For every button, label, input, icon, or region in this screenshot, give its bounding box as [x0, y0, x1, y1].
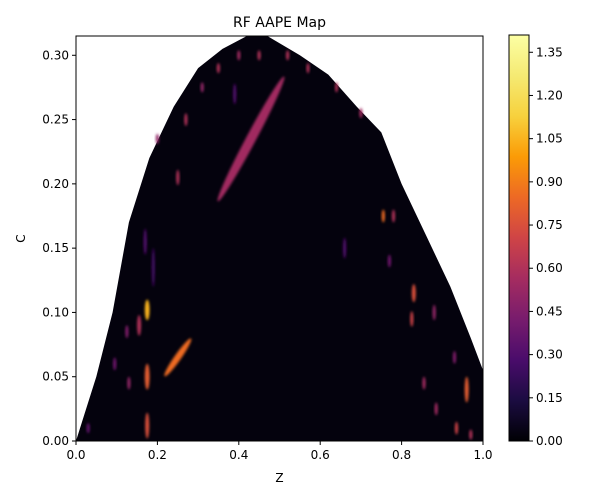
hotspot-7 — [113, 357, 117, 371]
hotspot-36 — [86, 423, 90, 434]
hotspot-2 — [144, 299, 150, 321]
colorbar-tick-label-2: 0.30 — [536, 348, 563, 362]
hotspot-31 — [233, 83, 237, 105]
x-tick-label-2: 0.4 — [229, 448, 248, 462]
colorbar-tick-label-4: 0.60 — [536, 261, 563, 275]
hotspot-6 — [125, 325, 129, 339]
hotspot-8 — [127, 376, 131, 390]
hotspot-20 — [452, 351, 457, 364]
plot-area — [76, 36, 483, 441]
colorbar-tick-label-0: 0.00 — [536, 434, 563, 448]
colorbar-tick-label-8: 1.20 — [536, 88, 563, 102]
data-region — [76, 36, 483, 441]
x-tick-label-0: 0.0 — [66, 448, 85, 462]
colorbar — [508, 34, 530, 442]
hotspot-9 — [143, 228, 147, 255]
colorbar-tick-label-6: 0.90 — [536, 175, 563, 189]
hotspot-33 — [343, 237, 347, 259]
hotspot-13 — [200, 82, 204, 93]
y-tick-label-3: 0.15 — [42, 241, 69, 255]
y-tick-label-2: 0.10 — [42, 305, 69, 319]
y-tick-label-1: 0.05 — [42, 370, 69, 384]
colorbar-axis: 0.00 0.15 0.30 0.45 0.60 0.75 0.90 1.05 1.20 1.35 — [529, 45, 563, 448]
hotspot-34 — [434, 402, 438, 416]
hotspot-10 — [151, 248, 155, 287]
colorbar-tick-label-7: 1.05 — [536, 132, 563, 146]
y-axis-label: C — [14, 234, 28, 242]
hotspot-22 — [454, 421, 459, 435]
hotspot-30 — [155, 133, 159, 144]
y-axis: 0.00 0.05 0.10 0.15 0.20 0.25 0.30 — [42, 48, 76, 448]
chart-title: RF AAPE Map — [233, 15, 326, 31]
hotspot-26 — [286, 50, 290, 61]
hotspot-14 — [381, 209, 385, 223]
hotspot-32 — [387, 254, 391, 268]
hotspot-28 — [237, 50, 241, 61]
hotspot-18 — [432, 304, 436, 321]
y-tick-label-4: 0.20 — [42, 177, 69, 191]
hotspot-12 — [184, 113, 188, 126]
x-tick-label-5: 1.0 — [473, 448, 492, 462]
y-tick-label-0: 0.00 — [42, 434, 69, 448]
x-tick-label-4: 0.8 — [392, 448, 411, 462]
hotspot-24 — [335, 82, 338, 93]
hotspot-5 — [137, 315, 142, 336]
x-tick-label-3: 0.6 — [311, 448, 330, 462]
hotspot-25 — [306, 63, 310, 74]
colorbar-tick-label-3: 0.45 — [536, 304, 563, 318]
x-tick-label-1: 0.2 — [148, 448, 167, 462]
hotspot-21 — [422, 376, 426, 390]
colorbar-tick-label-9: 1.35 — [536, 45, 563, 59]
y-tick-label-5: 0.25 — [42, 113, 69, 127]
hotspot-16 — [411, 284, 416, 303]
hotspot-23 — [359, 108, 363, 119]
x-axis: 0.0 0.2 0.4 0.6 0.8 1.0 — [66, 441, 493, 462]
hotspot-17 — [410, 311, 414, 327]
hotspot-group — [86, 50, 473, 440]
hotspot-19 — [464, 376, 469, 403]
colorbar-tick-label-5: 0.75 — [536, 218, 563, 232]
hotspot-15 — [391, 209, 396, 223]
hotspot-11 — [176, 169, 180, 186]
hotspot-0 — [217, 76, 285, 202]
x-axis-label: Z — [275, 471, 283, 485]
hotspot-29 — [216, 63, 220, 74]
hotspot-4 — [145, 412, 150, 439]
hotspot-1 — [164, 338, 192, 377]
y-tick-label-6: 0.30 — [42, 48, 69, 62]
plot-frame — [75, 35, 484, 442]
hotspot-35 — [469, 429, 473, 440]
colorbar-tick-label-1: 0.15 — [536, 391, 563, 405]
hotspot-3 — [144, 363, 150, 390]
hotspot-27 — [257, 50, 261, 61]
